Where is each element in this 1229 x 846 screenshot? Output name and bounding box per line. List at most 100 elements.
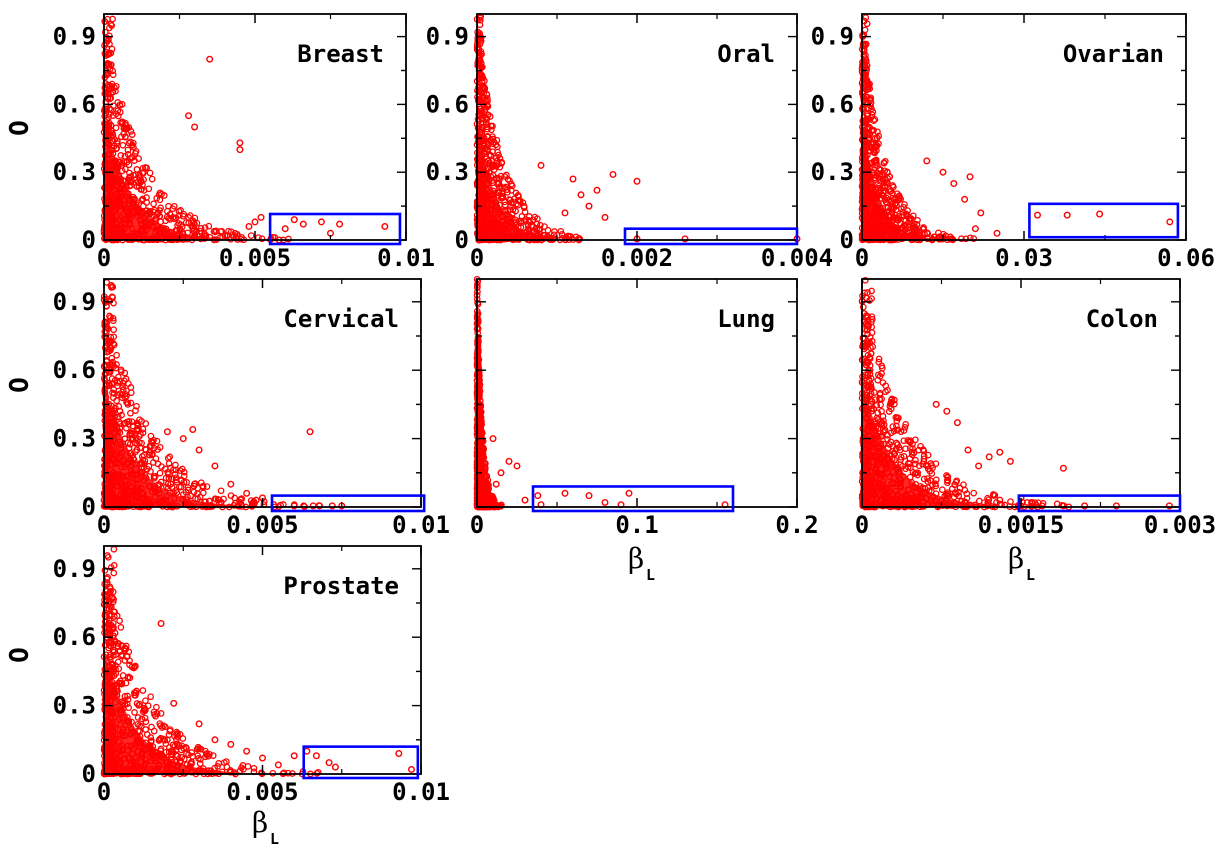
scatter-point	[508, 182, 516, 190]
x-tick-label: 0	[855, 511, 869, 539]
scatter-point	[125, 420, 132, 428]
scatter-point	[192, 228, 200, 235]
y-tick-label: 0.3	[426, 158, 469, 186]
scatter-point	[876, 389, 884, 397]
scatter-point	[150, 474, 158, 482]
scatter-point	[154, 446, 161, 453]
scatter-point	[484, 146, 492, 154]
scatter-point	[114, 391, 122, 399]
scatter-outlier	[953, 419, 961, 427]
scatter-point	[877, 166, 884, 174]
scatter-point	[118, 394, 126, 402]
scatter-point	[884, 431, 892, 439]
scatter-outlier	[505, 457, 513, 465]
highlighted-point	[290, 216, 298, 224]
scatter-point	[126, 169, 133, 177]
scatter-point	[873, 134, 881, 142]
scatter-point	[873, 414, 881, 422]
scatter-outlier	[236, 139, 244, 147]
scatter-point	[914, 216, 921, 224]
scatter-point	[140, 464, 148, 471]
scatter-point	[869, 108, 877, 116]
scatter-point	[1023, 499, 1031, 506]
scatter-point	[214, 763, 221, 770]
scatter-point	[871, 396, 879, 403]
y-tick-label: 0.9	[811, 23, 854, 51]
scatter-point	[175, 212, 183, 219]
scatter-point	[496, 175, 503, 183]
scatter-point	[879, 428, 887, 436]
scatter-point	[871, 116, 879, 123]
x-tick-label: 0.003	[1144, 511, 1216, 539]
scatter-point	[860, 71, 867, 78]
scatter-point	[489, 122, 496, 130]
highlighted-point	[681, 235, 689, 243]
scatter-point	[116, 377, 124, 385]
scatter-point	[484, 111, 492, 119]
scatter-point	[860, 355, 867, 363]
x-tick-label: 0	[855, 244, 869, 272]
scatter-dense-region	[104, 381, 236, 507]
scatter-point	[128, 131, 136, 138]
x-tick-label: 0	[470, 511, 484, 539]
scatter-outlier	[932, 400, 940, 408]
scatter-outlier	[513, 462, 521, 470]
scatter-point	[868, 111, 876, 119]
scatter-point	[859, 340, 867, 348]
highlighted-point	[534, 492, 542, 500]
scatter-point	[928, 470, 936, 477]
scatter-point	[490, 499, 498, 507]
scatter-point	[225, 227, 232, 235]
scatter-point	[104, 60, 112, 68]
scatter-point	[123, 398, 130, 406]
scatter-point	[114, 137, 121, 145]
scatter-outlier	[257, 213, 265, 221]
scatter-point	[902, 445, 909, 453]
panel-title: Lung	[717, 305, 775, 333]
scatter-outlier	[211, 462, 219, 470]
scatter-outlier	[189, 425, 197, 433]
highlighted-point	[1081, 502, 1089, 510]
scatter-point	[119, 383, 126, 391]
scatter-point	[114, 658, 122, 666]
scatter-point	[861, 26, 869, 34]
scatter-point	[148, 437, 155, 445]
scatter-point	[494, 157, 501, 165]
scatter-point	[116, 420, 124, 428]
scatter-point	[108, 354, 116, 362]
scatter-point	[544, 226, 552, 234]
panel-title: Breast	[297, 40, 384, 68]
y-tick-label: 0.9	[426, 23, 469, 51]
highlighted-point	[1096, 210, 1104, 218]
scatter-point	[112, 665, 119, 673]
scatter-point	[506, 177, 513, 185]
scatter-point	[518, 213, 526, 220]
scatter-point	[480, 111, 488, 119]
scatter-point	[138, 197, 145, 204]
scatter-point	[205, 222, 213, 230]
scatter-outlier	[1028, 498, 1036, 506]
scatter-point	[238, 495, 246, 502]
scatter-point	[145, 185, 153, 193]
scatter-dense-region	[104, 115, 220, 240]
scatter-point	[488, 126, 495, 134]
x-tick-label: 0.01	[377, 244, 435, 272]
y-tick-label: 0	[455, 226, 469, 254]
scatter-point	[106, 312, 113, 320]
highlighted-point	[1166, 218, 1174, 226]
scatter-point	[172, 487, 180, 494]
scatter-point	[875, 140, 882, 148]
highlighted-point	[317, 218, 325, 226]
scatter-point	[862, 14, 870, 21]
scatter-point	[909, 440, 916, 448]
highlight-box	[531, 485, 735, 513]
scatter-point	[109, 67, 117, 75]
x-tick-label: 0.03	[995, 244, 1053, 272]
scatter-point	[187, 492, 194, 500]
scatter-points	[473, 275, 529, 511]
scatter-point	[117, 624, 125, 631]
scatter-point	[142, 697, 149, 705]
scatter-point	[536, 225, 544, 233]
